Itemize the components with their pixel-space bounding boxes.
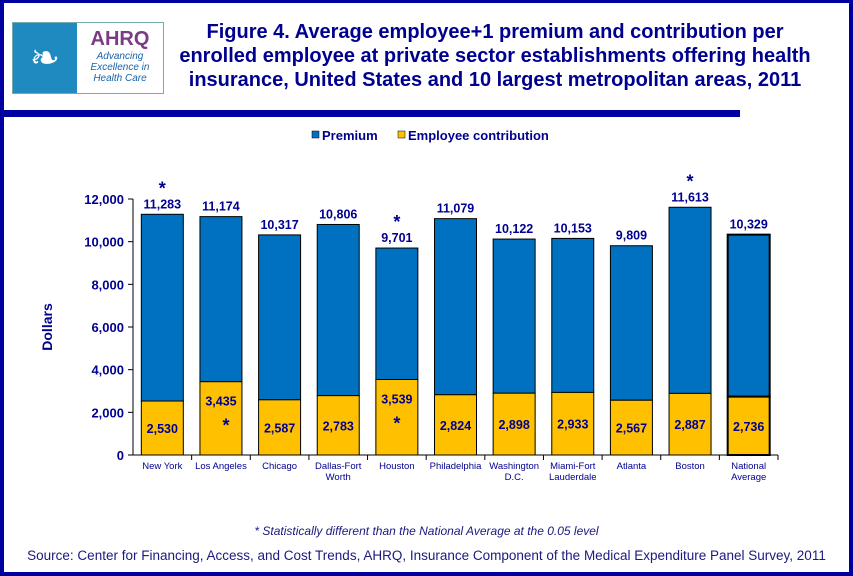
bar-premium	[434, 218, 477, 396]
bar-contribution	[199, 381, 243, 456]
legend-label-contribution: Employee contribution	[408, 128, 549, 143]
bar-contribution	[258, 399, 302, 456]
premium-value-label: 10,317	[260, 218, 298, 232]
premium-value-label: 10,806	[319, 207, 357, 221]
category-label: Los Angeles	[195, 461, 247, 472]
category-label: D.C.	[505, 472, 524, 483]
hhs-eagle-icon: ❧	[13, 23, 77, 93]
contribution-value-label: 2,887	[674, 418, 705, 432]
contribution-significance-marker: *	[222, 416, 229, 436]
contribution-value-label: 3,539	[381, 393, 412, 407]
bar-premium	[492, 238, 536, 394]
bar-contribution	[375, 379, 419, 456]
y-tick-label: 0	[117, 448, 124, 463]
category-label: Washington	[489, 461, 539, 472]
bar-premium	[375, 247, 419, 381]
bar-premium	[199, 216, 243, 383]
bar-premium	[140, 213, 184, 402]
header-divider	[0, 110, 740, 117]
bar-premium	[726, 233, 771, 398]
ahrq-logo: ❧ AHRQ Advancing Excellence in Health Care	[12, 22, 164, 94]
category-label: National	[731, 461, 766, 472]
category-label: Chicago	[262, 461, 297, 472]
y-tick-label: 10,000	[84, 235, 124, 250]
y-tick-label: 4,000	[91, 363, 124, 378]
contribution-value-label: 2,587	[264, 421, 295, 435]
bar-contribution	[726, 395, 771, 456]
contribution-value-label: 2,783	[323, 419, 354, 433]
bar-contribution	[551, 391, 595, 456]
bar-contribution	[492, 392, 536, 456]
category-label: Miami-Fort	[550, 461, 596, 472]
contribution-value-label: 2,530	[147, 422, 178, 436]
premium-value-label: 10,329	[730, 218, 768, 232]
y-axis-label: Dollars	[39, 303, 55, 351]
category-label: Houston	[379, 461, 414, 472]
contribution-value-label: 2,933	[557, 418, 588, 432]
bar-premium	[551, 237, 595, 393]
bar-premium	[316, 223, 360, 397]
contribution-value-label: 2,736	[733, 420, 764, 434]
figure-title: Figure 4. Average employee+1 premium and…	[179, 21, 811, 91]
contribution-value-label: 2,898	[498, 418, 529, 432]
premium-value-label: 11,079	[437, 202, 475, 216]
legend-swatch-premium	[311, 130, 320, 139]
category-label: Lauderdale	[549, 472, 597, 483]
premium-value-label: 10,153	[554, 221, 592, 235]
source-note: Source: Center for Financing, Access, an…	[27, 548, 826, 563]
category-label: Boston	[675, 461, 705, 472]
category-label: Dallas-Fort	[315, 461, 362, 472]
legend-label-premium: Premium	[322, 128, 378, 143]
category-label: Philadelphia	[430, 461, 482, 472]
category-label: Worth	[326, 472, 351, 483]
bar-contribution	[668, 392, 712, 456]
category-label: New York	[142, 461, 182, 472]
premium-significance-marker: *	[687, 171, 694, 191]
category-label: Atlanta	[617, 461, 647, 472]
bar-premium	[668, 206, 712, 394]
contribution-value-label: 2,567	[616, 422, 647, 436]
premium-significance-marker: *	[159, 178, 166, 198]
ahrq-wordmark: AHRQ Advancing Excellence in Health Care	[77, 23, 163, 93]
legend-swatch-contribution	[397, 130, 406, 139]
premium-value-label: 10,122	[495, 222, 533, 236]
contribution-value-label: 3,435	[205, 395, 236, 409]
premium-value-label: 11,613	[671, 190, 709, 204]
bar-premium	[609, 245, 653, 401]
y-tick-label: 8,000	[91, 277, 124, 292]
contribution-value-label: 2,824	[440, 419, 471, 433]
premium-value-label: 9,701	[381, 231, 412, 245]
bar-premium	[258, 234, 302, 401]
bar-contribution	[434, 394, 477, 456]
premium-value-label: 9,809	[616, 229, 647, 243]
y-tick-label: 12,000	[84, 192, 124, 207]
bar-contribution	[609, 399, 653, 456]
premium-value-label: 11,283	[144, 197, 182, 211]
premium-value-label: 11,174	[202, 200, 240, 214]
y-tick-label: 6,000	[91, 320, 124, 335]
bar-contribution	[316, 395, 360, 456]
y-tick-label: 2,000	[91, 405, 124, 420]
bar-contribution	[140, 400, 184, 456]
contribution-significance-marker: *	[393, 414, 400, 434]
premium-significance-marker: *	[393, 212, 400, 232]
footnote: * Statistically different than the Natio…	[254, 524, 599, 538]
category-label: Average	[731, 472, 766, 483]
